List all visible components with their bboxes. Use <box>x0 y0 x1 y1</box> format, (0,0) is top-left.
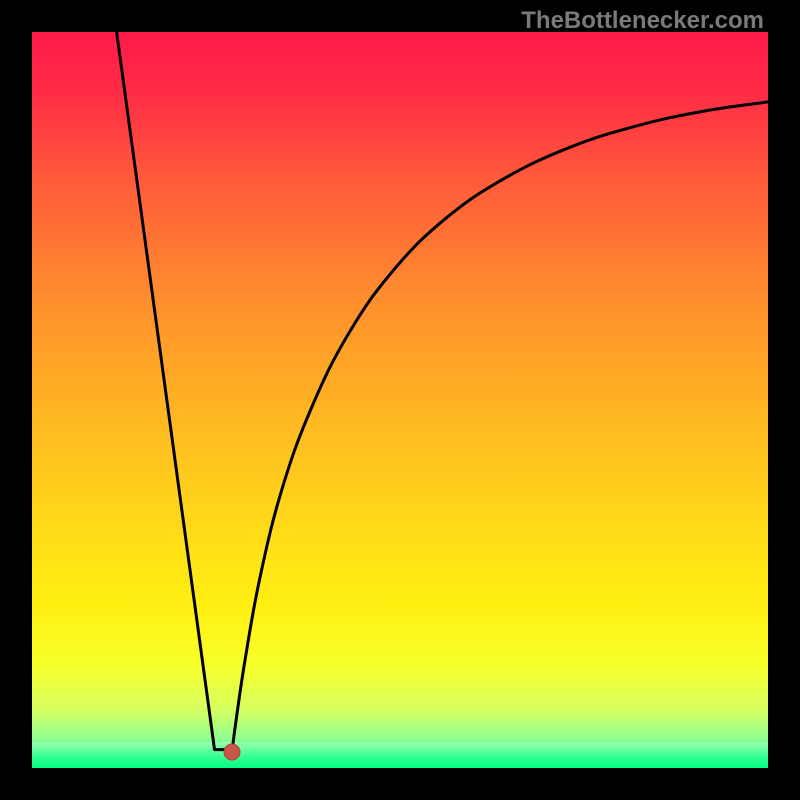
curve-layer <box>0 0 800 800</box>
minimum-marker-dot <box>224 743 241 760</box>
watermark-text: TheBottlenecker.com <box>521 7 764 35</box>
chart-container: TheBottlenecker.com <box>0 0 800 800</box>
bottleneck-curve <box>117 32 768 750</box>
